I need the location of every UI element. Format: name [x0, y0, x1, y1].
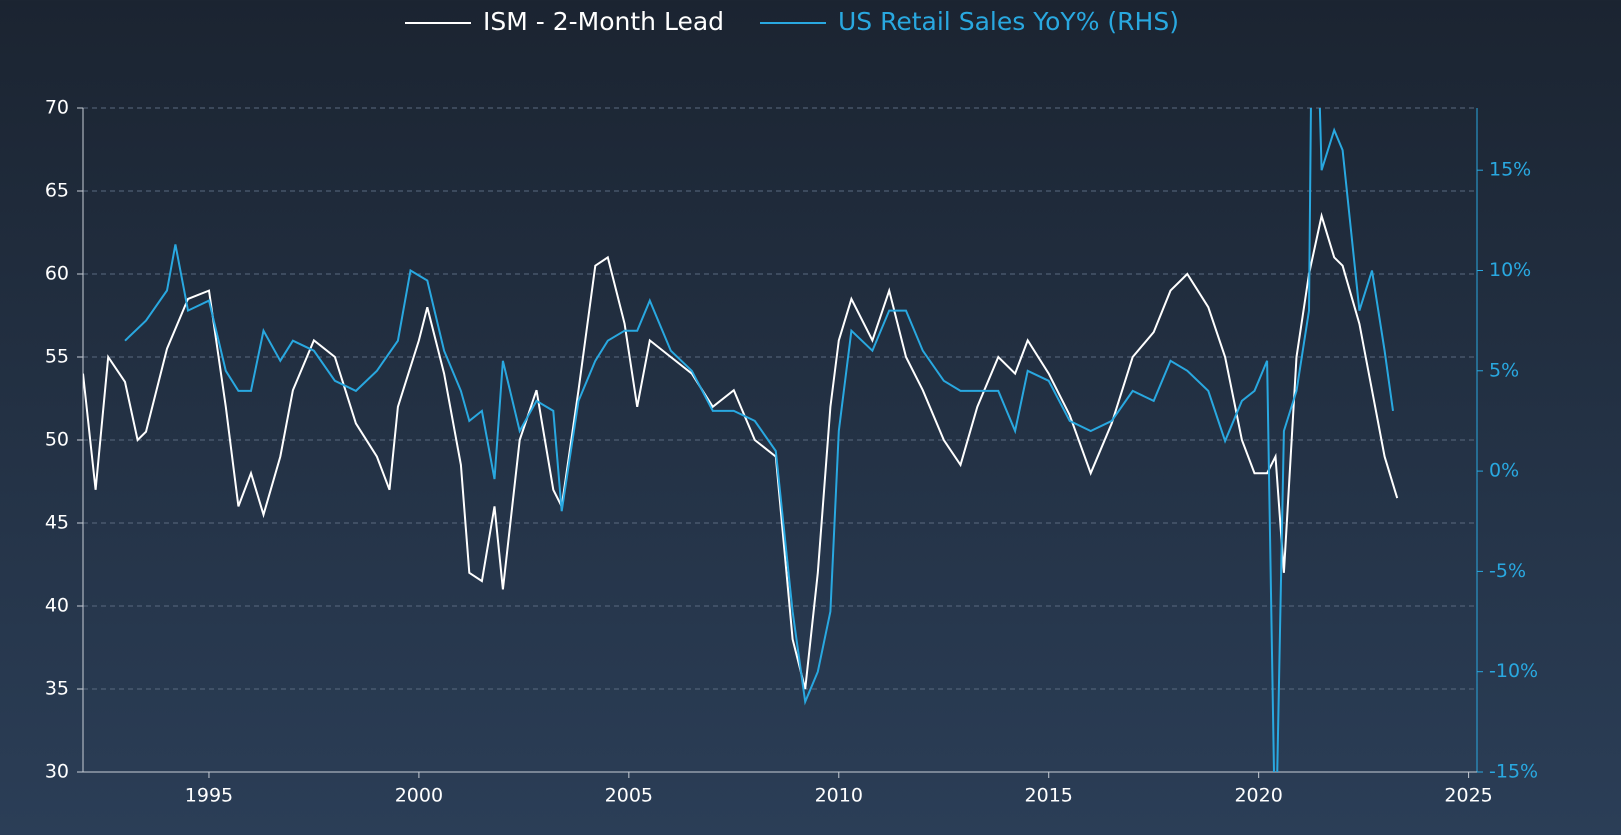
x-tick-label: 2015 — [1025, 785, 1073, 807]
x-tick-label: 2000 — [395, 785, 443, 807]
y-tick-label: 45 — [45, 512, 69, 534]
y2-tick-label: -5% — [1489, 560, 1526, 582]
legend-label: ISM - 2-Month Lead — [483, 7, 724, 36]
series-line — [83, 211, 1399, 690]
y2-tick-label: 10% — [1489, 259, 1531, 281]
legend-label: US Retail Sales YoY% (RHS) — [838, 7, 1179, 36]
y-tick-label: 50 — [45, 429, 69, 451]
x-tick-label: 2010 — [815, 785, 863, 807]
x-tick-label: 2005 — [605, 785, 653, 807]
y-tick-label: 40 — [45, 595, 69, 617]
y2-tick-label: -15% — [1489, 761, 1538, 783]
series-line — [124, 108, 1394, 772]
y-tick-label: 30 — [45, 761, 69, 783]
y-tick-label: 55 — [45, 346, 69, 368]
x-tick-label: 2020 — [1234, 785, 1282, 807]
y-tick-label: 35 — [45, 678, 69, 700]
y2-tick-label: 5% — [1489, 359, 1519, 381]
y2-tick-label: 0% — [1489, 460, 1519, 482]
x-tick-label: 1995 — [185, 785, 233, 807]
y-tick-label: 65 — [45, 180, 69, 202]
y-tick-label: 70 — [45, 97, 69, 119]
y2-tick-label: -10% — [1489, 660, 1538, 682]
x-tick-label: 2025 — [1444, 785, 1492, 807]
y2-tick-label: 15% — [1489, 159, 1531, 181]
y-tick-label: 60 — [45, 263, 69, 285]
